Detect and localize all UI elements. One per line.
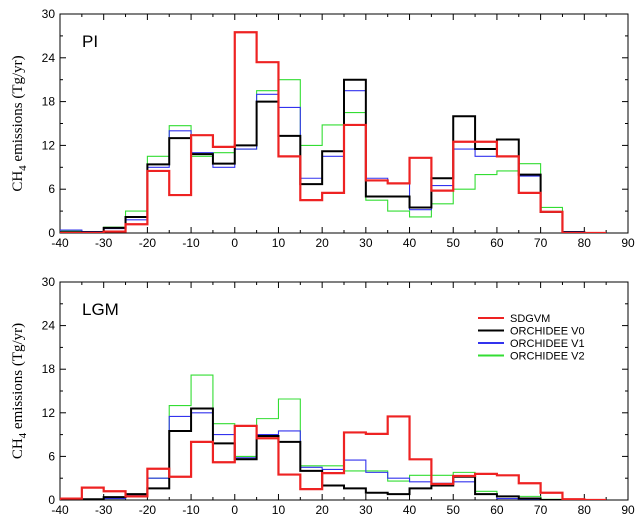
y-tick-label: 12	[42, 406, 56, 420]
x-tick-label: -30	[95, 503, 113, 517]
x-tick-label: 10	[272, 236, 286, 250]
x-tick-label: -20	[139, 503, 157, 517]
x-tick-label: 0	[231, 236, 238, 250]
y-tick-label: 12	[42, 138, 56, 152]
panel-label-lgm: LGM	[82, 300, 119, 319]
series-orchidee-v2-lgm	[60, 374, 607, 500]
x-tick-label: 30	[359, 503, 373, 517]
series-sdgvm-lgm	[60, 415, 607, 500]
x-tick-label: 70	[534, 236, 548, 250]
panel-label-pi: PI	[82, 32, 98, 51]
y-tick-label: 18	[42, 362, 56, 376]
y-axis-label: CH4 emissions (Tg/yr)	[10, 323, 29, 459]
y-tick-label: 0	[48, 493, 55, 507]
x-tick-label: 70	[534, 503, 548, 517]
x-tick-label: 90	[621, 236, 635, 250]
x-tick-label: 20	[315, 503, 329, 517]
x-tick-label: -30	[95, 236, 113, 250]
legend-label: SDGVM	[510, 313, 550, 325]
y-tick-label: 0	[48, 226, 55, 240]
y-tick-label: 6	[48, 449, 55, 463]
y-tick-label: 6	[48, 182, 55, 196]
y-tick-label: 30	[42, 275, 56, 289]
x-tick-label: 50	[447, 236, 461, 250]
x-tick-label: -40	[51, 503, 69, 517]
y-tick-label: 18	[42, 95, 56, 109]
series-orchidee-v0-pi	[60, 78, 607, 233]
x-tick-label: -20	[139, 236, 157, 250]
y-tick-label: 24	[42, 51, 56, 65]
legend-label: ORCHIDEE V0	[510, 326, 585, 338]
x-tick-label: -10	[182, 236, 200, 250]
x-tick-label: 30	[359, 236, 373, 250]
x-tick-label: 80	[578, 236, 592, 250]
x-tick-label: 10	[272, 503, 286, 517]
x-tick-label: -40	[51, 236, 69, 250]
x-tick-label: 60	[490, 236, 504, 250]
legend-label: ORCHIDEE V2	[510, 351, 585, 363]
series-sdgvm-pi	[60, 31, 607, 233]
x-tick-label: 50	[447, 503, 461, 517]
series-orchidee-v0-lgm	[60, 407, 607, 500]
x-tick-label: 60	[490, 503, 504, 517]
legend-label: ORCHIDEE V1	[510, 338, 585, 350]
x-tick-label: 20	[315, 236, 329, 250]
x-tick-label: -10	[182, 503, 200, 517]
x-tick-label: 0	[231, 503, 238, 517]
x-tick-label: 90	[621, 503, 635, 517]
x-tick-label: 40	[403, 236, 417, 250]
y-axis-label: CH4 emissions (Tg/yr)	[10, 55, 29, 191]
y-tick-label: 30	[42, 7, 56, 21]
x-tick-label: 40	[403, 503, 417, 517]
y-tick-label: 24	[42, 319, 56, 333]
x-tick-label: 80	[578, 503, 592, 517]
series-orchidee-v1-lgm	[60, 412, 607, 500]
